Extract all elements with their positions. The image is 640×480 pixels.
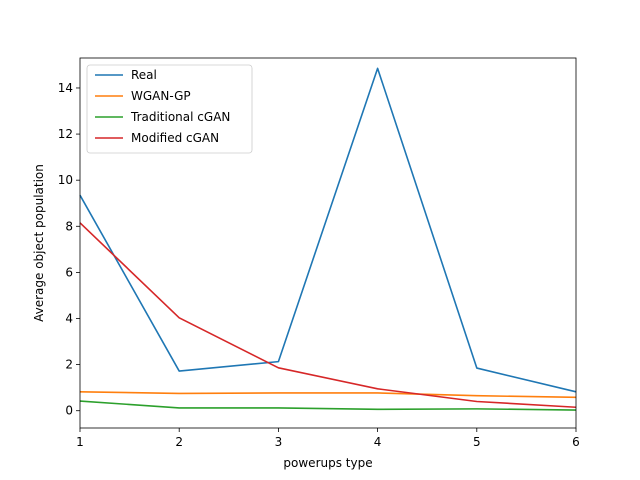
y-tick-label: 6 — [65, 265, 73, 279]
legend: Real WGAN-GP Traditional cGAN Modified cGAN — [86, 64, 253, 154]
legend-label: WGAN-GP — [131, 89, 191, 103]
y-axis-label: Average object population — [32, 164, 46, 322]
x-axis-ticks: 1 2 3 4 5 6 — [76, 428, 580, 449]
legend-label: Modified cGAN — [131, 131, 219, 145]
y-tick-label: 14 — [58, 81, 73, 95]
y-axis-ticks: 0 2 4 6 8 10 12 14 — [58, 81, 80, 418]
y-tick-label: 8 — [65, 219, 73, 233]
legend-label: Real — [131, 68, 157, 82]
y-tick-label: 0 — [65, 404, 73, 418]
x-axis-label: powerups type — [283, 456, 372, 470]
series-line-traditional-cgan — [79, 400, 577, 411]
plot-frame — [79, 57, 577, 429]
x-tick-label: 2 — [175, 435, 183, 449]
series-line-wgan-gp — [79, 391, 577, 399]
y-tick-label: 4 — [65, 311, 73, 325]
series-layer — [79, 67, 577, 411]
x-tick-label: 3 — [275, 435, 283, 449]
series-line-real — [79, 67, 577, 393]
y-tick-label: 12 — [58, 127, 73, 141]
legend-box — [86, 64, 253, 154]
series-line-modified-cgan — [79, 222, 577, 409]
x-tick-label: 1 — [76, 435, 84, 449]
y-tick-label: 2 — [65, 358, 73, 372]
x-tick-label: 6 — [572, 435, 580, 449]
x-tick-label: 5 — [473, 435, 481, 449]
y-tick-label: 10 — [58, 173, 73, 187]
legend-label: Traditional cGAN — [130, 110, 230, 124]
x-tick-label: 4 — [374, 435, 382, 449]
